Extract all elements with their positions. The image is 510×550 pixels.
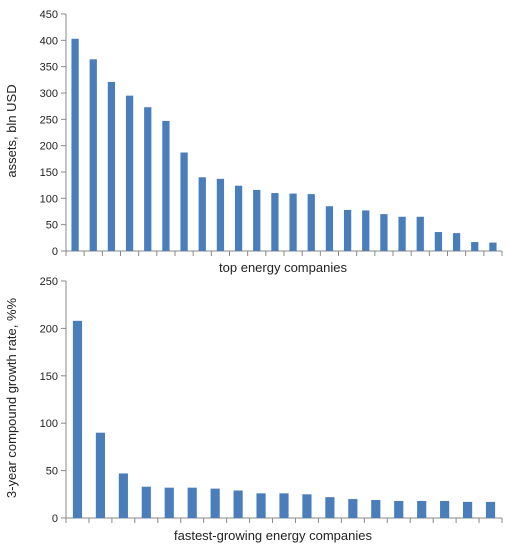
assets-chart: assets, bln USD top energy companies 0 50…	[4, 9, 503, 275]
assets-bar	[89, 59, 97, 251]
assets-y-tick-label: 400	[40, 35, 58, 47]
growth-bar	[164, 487, 174, 518]
growth-bar	[187, 487, 197, 518]
growth-bar	[462, 501, 473, 518]
assets-bar	[125, 95, 134, 251]
assets-bar	[434, 232, 443, 251]
growth-x-axis-label: fastest-growing energy companies	[174, 528, 372, 543]
growth-y-tick-label: 250	[40, 276, 58, 288]
assets-bar	[416, 216, 424, 251]
assets-bar	[198, 177, 206, 251]
growth-bar	[72, 320, 83, 518]
assets-x-axis-label: top energy companies	[219, 260, 347, 275]
assets-y-tick-label: 200	[40, 141, 58, 153]
assets-y-tick-label: 150	[40, 167, 58, 179]
assets-y-tick-label: 350	[40, 62, 58, 74]
growth-y-axis-label: 3-year compound growth rate, %%	[4, 297, 19, 498]
growth-y-tick-label: 150	[40, 371, 58, 383]
growth-bar	[210, 488, 220, 518]
growth-bar	[417, 500, 427, 518]
growth-bar	[325, 497, 335, 518]
assets-y-tick-label: 300	[40, 88, 58, 100]
assets-bar	[216, 178, 225, 251]
assets-bar	[144, 107, 152, 251]
growth-y-tick-label: 100	[40, 418, 58, 430]
growth-bar	[348, 499, 358, 518]
growth-y-tick-label: 200	[40, 323, 58, 335]
assets-bar	[398, 216, 406, 251]
assets-y-tick-label: 100	[40, 193, 58, 205]
assets-bar	[71, 38, 79, 252]
assets-y-tick-label: 250	[40, 114, 58, 126]
growth-bar	[394, 500, 404, 518]
assets-bar	[180, 152, 188, 251]
growth-bar	[440, 500, 450, 518]
growth-bar	[118, 473, 128, 518]
assets-y-tick-label: 0	[52, 246, 58, 258]
assets-bar	[471, 242, 479, 251]
growth-bar	[302, 494, 312, 518]
assets-bar	[289, 193, 297, 251]
assets-bar	[325, 206, 334, 251]
assets-bar	[307, 194, 315, 251]
growth-bar	[233, 490, 243, 518]
growth-bar	[256, 493, 266, 518]
growth-bar	[95, 432, 106, 518]
growth-bar	[485, 501, 496, 518]
assets-bar	[271, 193, 279, 251]
assets-bar	[234, 185, 243, 251]
growth-y-tick-label: 50	[46, 466, 58, 478]
assets-y-tick-label: 50	[46, 220, 58, 232]
assets-bar	[362, 210, 370, 251]
assets-bar	[489, 242, 497, 251]
assets-y-tick-label: 450	[40, 9, 58, 21]
growth-bar	[141, 486, 151, 518]
assets-bar	[253, 189, 261, 251]
growth-y-tick-label: 0	[52, 513, 58, 525]
assets-bar	[107, 81, 116, 251]
assets-bar	[452, 233, 461, 251]
assets-bar	[380, 214, 388, 251]
growth-bar	[279, 493, 289, 518]
growth-chart: 3-year compound growth rate, %% fastest-…	[4, 276, 503, 543]
assets-bar	[162, 120, 170, 251]
assets-bar	[343, 209, 352, 251]
assets-y-axis-label: assets, bln USD	[4, 84, 19, 177]
growth-bar	[371, 499, 381, 518]
